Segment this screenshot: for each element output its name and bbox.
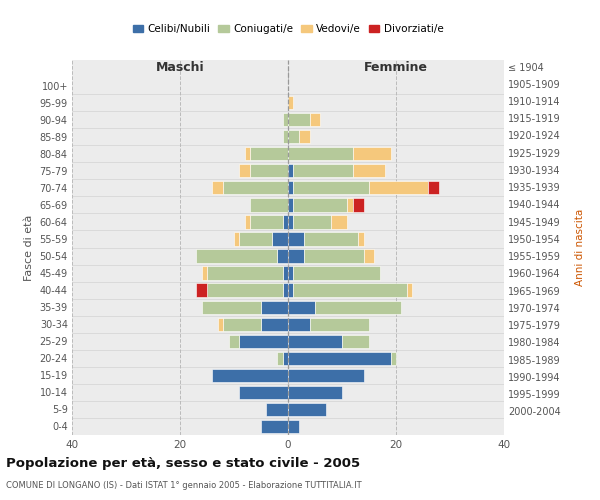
Bar xyxy=(293,284,407,297)
Bar xyxy=(288,181,293,194)
Y-axis label: Fasce di età: Fasce di età xyxy=(24,214,34,280)
Bar xyxy=(288,198,293,211)
Text: COMUNE DI LONGANO (IS) - Dati ISTAT 1° gennaio 2005 - Elaborazione TUTTITALIA.IT: COMUNE DI LONGANO (IS) - Dati ISTAT 1° g… xyxy=(6,481,362,490)
Bar xyxy=(250,216,283,228)
Bar xyxy=(239,232,272,245)
Bar xyxy=(288,334,342,348)
Bar xyxy=(250,198,288,211)
Bar xyxy=(234,232,239,245)
Bar xyxy=(391,352,396,365)
Bar xyxy=(261,420,288,433)
Bar xyxy=(239,334,288,348)
Bar xyxy=(299,130,310,143)
Bar xyxy=(229,334,239,348)
Bar xyxy=(288,130,299,143)
Bar xyxy=(202,266,207,280)
Bar xyxy=(196,284,207,297)
Y-axis label: Anni di nascita: Anni di nascita xyxy=(575,209,585,286)
Bar xyxy=(245,216,250,228)
Bar xyxy=(353,147,391,160)
Bar xyxy=(288,403,326,416)
Bar xyxy=(304,250,364,262)
Bar xyxy=(202,300,261,314)
Bar xyxy=(288,164,293,177)
Bar xyxy=(250,147,288,160)
Bar xyxy=(288,420,299,433)
Bar xyxy=(288,318,310,331)
Bar xyxy=(315,300,401,314)
Bar xyxy=(293,216,331,228)
Bar xyxy=(272,232,288,245)
Bar xyxy=(283,113,288,126)
Bar xyxy=(261,318,288,331)
Bar xyxy=(288,266,293,280)
Bar xyxy=(288,386,342,399)
Bar xyxy=(288,147,353,160)
Bar xyxy=(283,216,288,228)
Bar xyxy=(212,181,223,194)
Bar xyxy=(288,250,304,262)
Bar xyxy=(245,147,250,160)
Bar xyxy=(261,300,288,314)
Bar xyxy=(331,216,347,228)
Bar xyxy=(223,181,288,194)
Bar xyxy=(277,250,288,262)
Bar xyxy=(283,266,288,280)
Bar xyxy=(207,266,283,280)
Bar xyxy=(293,266,380,280)
Bar xyxy=(239,164,250,177)
Bar xyxy=(310,318,369,331)
Bar xyxy=(364,250,374,262)
Bar xyxy=(218,318,223,331)
Bar xyxy=(358,232,364,245)
Bar xyxy=(239,386,288,399)
Bar xyxy=(288,113,310,126)
Bar xyxy=(288,216,293,228)
Bar xyxy=(288,352,391,365)
Bar xyxy=(283,352,288,365)
Bar xyxy=(293,198,347,211)
Text: Popolazione per età, sesso e stato civile - 2005: Popolazione per età, sesso e stato civil… xyxy=(6,458,360,470)
Bar xyxy=(223,318,261,331)
Bar xyxy=(288,300,315,314)
Bar xyxy=(304,232,358,245)
Bar xyxy=(288,232,304,245)
Bar xyxy=(347,198,353,211)
Bar xyxy=(369,181,428,194)
Text: Maschi: Maschi xyxy=(155,62,205,74)
Bar xyxy=(428,181,439,194)
Bar xyxy=(196,250,277,262)
Bar xyxy=(277,352,283,365)
Bar xyxy=(353,164,385,177)
Bar xyxy=(283,284,288,297)
Bar xyxy=(207,284,283,297)
Text: Femmine: Femmine xyxy=(364,62,428,74)
Bar xyxy=(353,198,364,211)
Bar xyxy=(407,284,412,297)
Bar xyxy=(293,181,369,194)
Bar xyxy=(342,334,369,348)
Bar xyxy=(283,130,288,143)
Bar xyxy=(288,368,364,382)
Bar xyxy=(212,368,288,382)
Bar xyxy=(293,164,353,177)
Legend: Celibi/Nubili, Coniugati/e, Vedovi/e, Divorziati/e: Celibi/Nubili, Coniugati/e, Vedovi/e, Di… xyxy=(128,20,448,38)
Bar xyxy=(288,96,293,110)
Bar xyxy=(266,403,288,416)
Bar xyxy=(310,113,320,126)
Bar xyxy=(250,164,288,177)
Bar xyxy=(288,284,293,297)
